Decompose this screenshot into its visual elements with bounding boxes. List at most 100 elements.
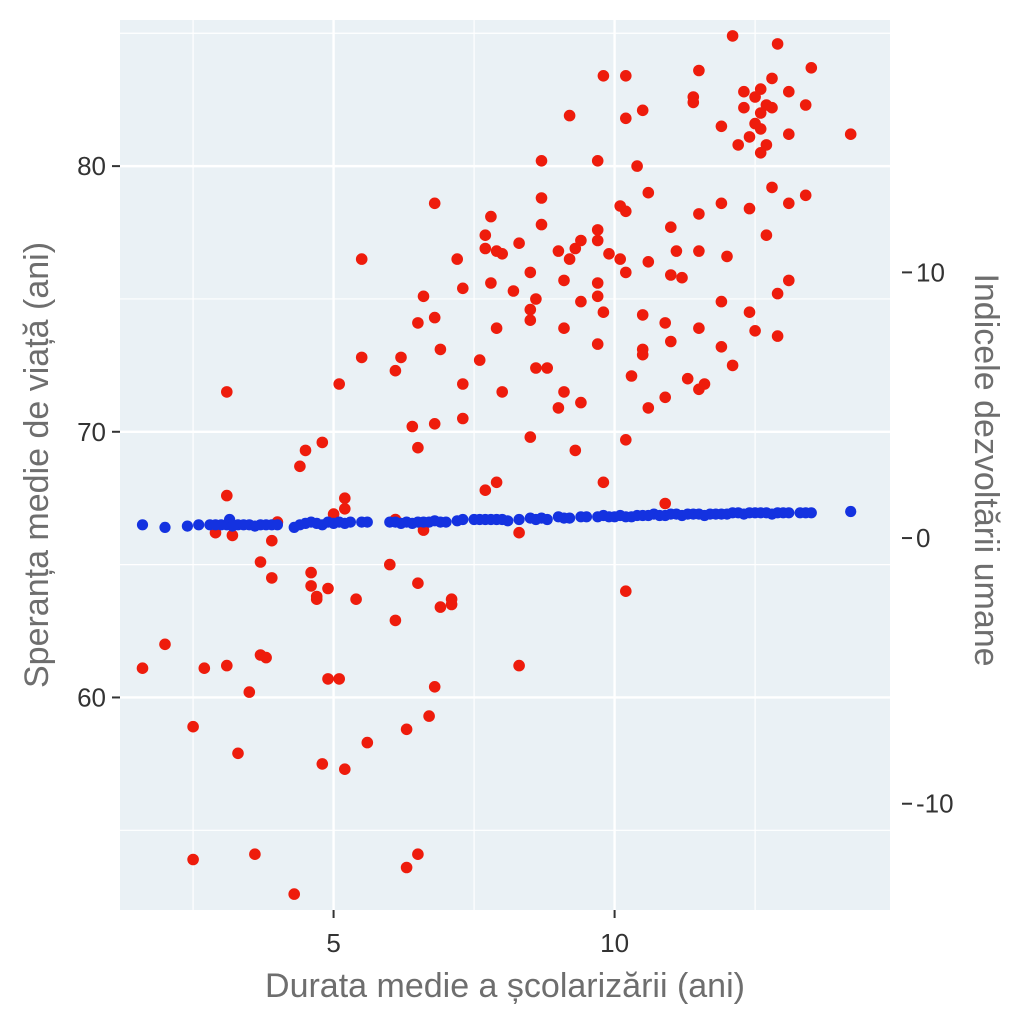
point-red: [721, 250, 733, 263]
point-red: [445, 593, 458, 605]
point-red: [558, 386, 570, 398]
point-blue: [136, 519, 149, 531]
point-red: [339, 763, 351, 775]
point-red: [620, 205, 632, 218]
point-red: [636, 309, 649, 321]
point-red: [524, 431, 537, 443]
point-red: [299, 444, 312, 457]
point-red: [159, 638, 171, 651]
point-red: [249, 848, 261, 860]
point-red: [412, 441, 424, 454]
point-red: [726, 30, 739, 42]
point-red: [524, 266, 537, 279]
point-red: [558, 322, 570, 335]
point-red: [743, 202, 756, 215]
point-red: [350, 593, 362, 605]
point-red: [479, 242, 492, 255]
y2-axis-title: Indicele dezvoltării umane: [967, 273, 1005, 666]
point-red: [783, 128, 795, 140]
point-red: [322, 673, 334, 685]
point-red: [631, 160, 643, 172]
point-red: [805, 62, 818, 74]
point-red: [693, 208, 705, 220]
point-red: [294, 460, 306, 473]
y-axis-title: Speranța medie de viață (ani): [18, 242, 56, 688]
point-red: [412, 848, 424, 860]
point-red: [715, 120, 728, 133]
point-red: [783, 274, 795, 287]
point-red: [339, 503, 351, 515]
point-red: [457, 282, 469, 295]
point-red: [333, 378, 346, 390]
point-red: [563, 109, 576, 122]
point-red: [232, 747, 244, 760]
point-red: [591, 338, 604, 350]
point-red: [552, 402, 565, 414]
point-red: [620, 434, 632, 446]
x-axis-title: Durata medie a școlarizării (ani): [265, 967, 745, 1005]
point-red: [541, 362, 553, 374]
point-red: [530, 362, 542, 374]
point-red: [412, 317, 424, 329]
x-tick-label: 5: [326, 928, 340, 958]
point-red: [361, 736, 374, 749]
point-red: [732, 139, 744, 151]
point-red: [221, 386, 233, 398]
point-red: [681, 372, 694, 385]
point-red: [715, 341, 728, 353]
point-red: [620, 112, 632, 125]
point-red: [530, 293, 542, 305]
point-red: [423, 710, 435, 722]
point-red: [620, 585, 632, 597]
point-red: [406, 420, 419, 433]
point-red: [428, 418, 441, 430]
y-tick-label: 70: [77, 417, 106, 447]
point-blue: [805, 507, 817, 519]
point-red: [771, 38, 784, 50]
point-blue: [564, 512, 576, 524]
point-red: [625, 370, 638, 382]
point-red: [400, 861, 413, 874]
point-red: [642, 186, 655, 199]
point-red: [187, 853, 199, 866]
point-blue: [193, 519, 205, 531]
point-red: [799, 99, 812, 111]
point-red: [620, 266, 632, 279]
point-red: [738, 85, 750, 98]
point-red: [569, 444, 582, 457]
point-red: [254, 556, 267, 568]
point-red: [766, 101, 778, 114]
point-red: [209, 526, 222, 539]
point-red: [659, 497, 671, 510]
point-red: [771, 287, 784, 300]
point-red: [198, 662, 211, 674]
point-red: [490, 476, 503, 489]
y-tick-label: 60: [77, 682, 106, 712]
y2-tick-label: 0: [916, 523, 930, 553]
point-red: [221, 659, 233, 672]
point-red: [266, 534, 278, 547]
point-red: [698, 378, 711, 390]
point-red: [288, 888, 301, 900]
point-red: [620, 70, 632, 82]
point-red: [243, 686, 256, 698]
point-red: [743, 131, 756, 143]
point-red: [496, 386, 509, 398]
point-red: [395, 351, 407, 364]
point-red: [614, 253, 626, 265]
point-red: [316, 436, 329, 449]
point-red: [136, 662, 149, 674]
point-red: [591, 224, 604, 236]
point-red: [535, 155, 548, 167]
point-blue: [344, 516, 356, 528]
point-red: [513, 526, 525, 539]
point-red: [659, 317, 671, 329]
point-red: [524, 314, 537, 327]
point-red: [693, 64, 705, 77]
point-blue: [541, 513, 553, 526]
point-red: [575, 396, 587, 409]
point-red: [473, 354, 486, 366]
point-red: [266, 572, 278, 584]
point-red: [339, 492, 351, 505]
